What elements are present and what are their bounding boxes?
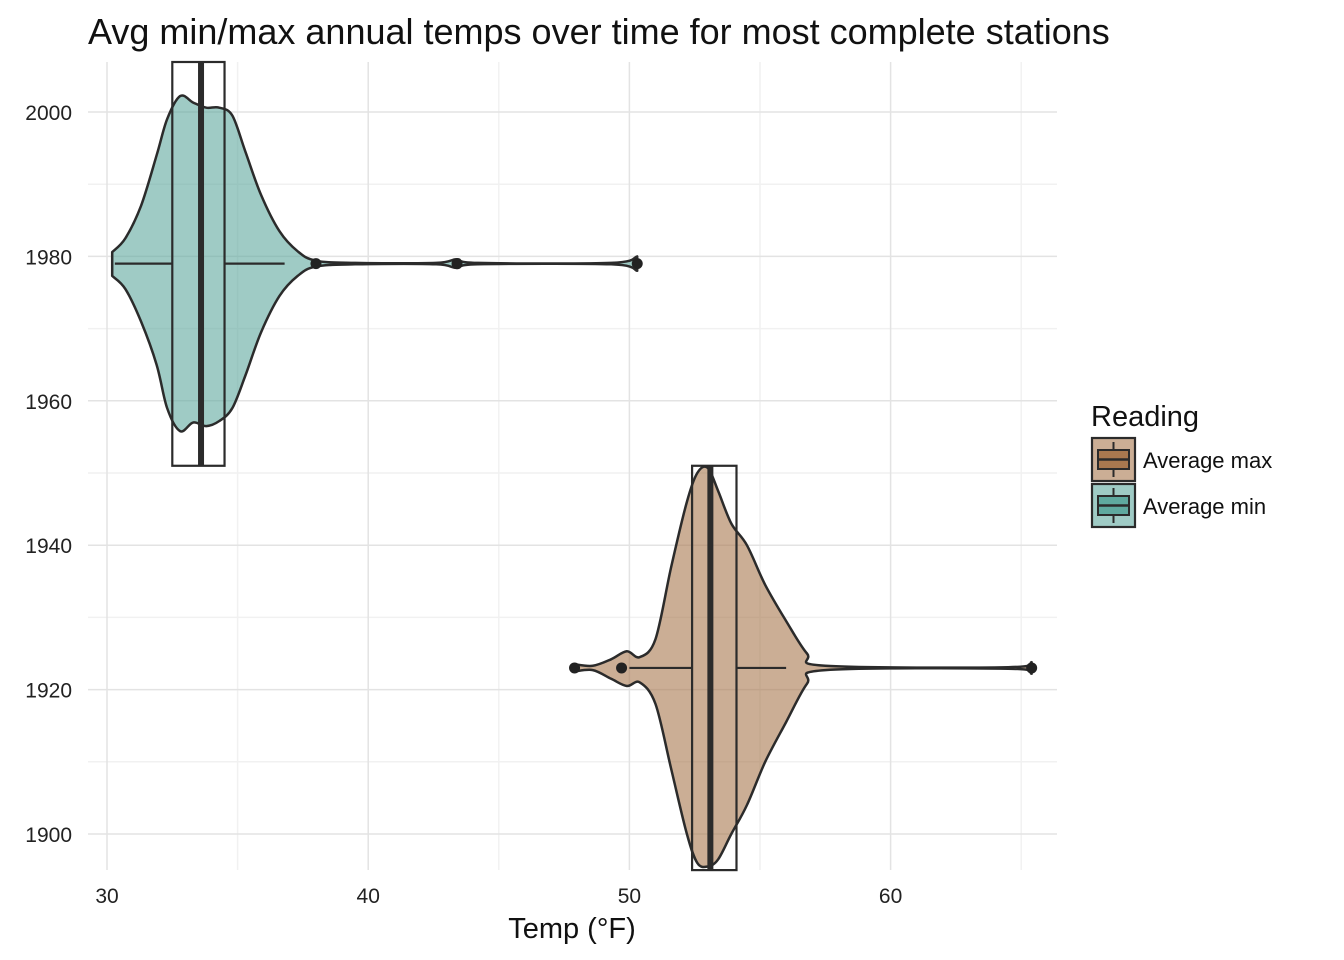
y-tick-label: 1960 xyxy=(25,391,72,414)
grid-major xyxy=(88,62,1057,870)
axis-tick-labels: 30 40 50 60 1900 1920 1940 1960 1980 2000 xyxy=(25,102,902,908)
box-iqr xyxy=(690,464,738,872)
outlier-point xyxy=(569,662,581,674)
legend-label: Average max xyxy=(1143,448,1272,473)
violin-average-min xyxy=(110,60,643,467)
outlier-point xyxy=(451,258,463,270)
legend-label: Average min xyxy=(1143,494,1266,519)
x-tick-label: 40 xyxy=(357,885,380,908)
y-tick-label: 2000 xyxy=(25,102,72,125)
legend-item: Average min xyxy=(1090,482,1266,529)
chart-title: Avg min/max annual temps over time for m… xyxy=(88,11,1110,52)
x-axis-title: Temp (°F) xyxy=(508,913,636,945)
legend-title: Reading xyxy=(1091,401,1199,433)
x-tick-label: 60 xyxy=(879,885,902,908)
violin-shape xyxy=(110,94,639,433)
x-tick-label: 50 xyxy=(618,885,641,908)
outlier-point xyxy=(631,258,643,270)
violin-layer xyxy=(110,60,1038,872)
y-tick-label: 1900 xyxy=(25,824,72,847)
y-tick-label: 1940 xyxy=(25,535,72,558)
outlier-point xyxy=(1026,662,1038,674)
outlier-point xyxy=(310,258,322,270)
y-tick-label: 1980 xyxy=(25,246,72,269)
violin-average-max xyxy=(569,464,1038,872)
outlier-point xyxy=(616,662,628,674)
legend-item: Average max xyxy=(1090,436,1272,483)
violin-shape xyxy=(573,465,1033,869)
legend: Reading Average max Average min xyxy=(1090,401,1272,529)
y-tick-label: 1920 xyxy=(25,680,72,703)
grid-minor xyxy=(88,62,1057,870)
x-tick-label: 30 xyxy=(95,885,118,908)
